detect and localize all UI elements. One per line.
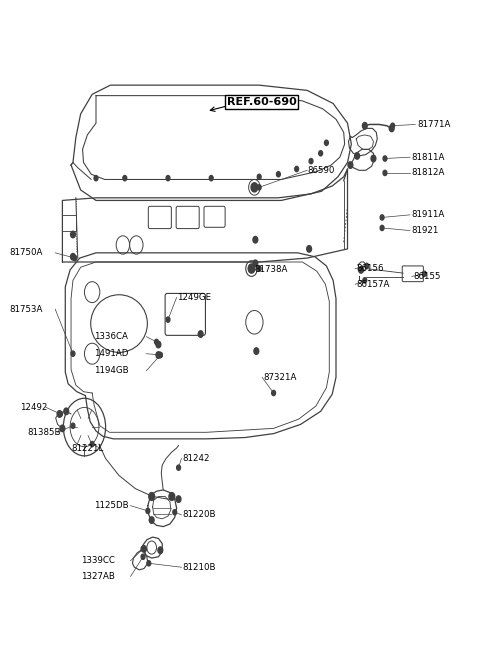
Text: 1249GE: 1249GE (177, 293, 211, 302)
Circle shape (64, 408, 69, 415)
Text: 81812A: 81812A (412, 168, 445, 178)
Circle shape (253, 260, 258, 267)
Circle shape (383, 156, 387, 161)
Circle shape (177, 465, 180, 470)
Circle shape (348, 162, 353, 168)
Circle shape (371, 155, 376, 162)
Circle shape (295, 166, 299, 172)
Circle shape (158, 352, 162, 358)
Circle shape (319, 151, 323, 156)
Circle shape (257, 185, 261, 190)
Circle shape (71, 423, 75, 428)
Circle shape (59, 411, 62, 417)
Circle shape (383, 170, 387, 176)
Circle shape (60, 425, 65, 432)
Circle shape (251, 183, 258, 192)
Text: 1339CC: 1339CC (81, 556, 115, 565)
Text: 81221L: 81221L (71, 443, 103, 453)
Text: 81385B: 81385B (28, 428, 61, 437)
Circle shape (359, 267, 363, 273)
Circle shape (254, 348, 259, 354)
Text: REF.60-690: REF.60-690 (227, 96, 297, 107)
Text: 86155: 86155 (414, 272, 441, 281)
Circle shape (309, 159, 313, 164)
Circle shape (173, 510, 177, 515)
Text: 81753A: 81753A (10, 305, 43, 314)
Circle shape (146, 508, 150, 514)
Circle shape (73, 255, 77, 261)
Text: 1327AB: 1327AB (81, 572, 115, 581)
Circle shape (169, 493, 175, 500)
Circle shape (147, 561, 151, 566)
Text: 1491AD: 1491AD (94, 349, 129, 358)
Text: 81921: 81921 (412, 226, 439, 235)
Circle shape (253, 236, 258, 243)
Circle shape (198, 331, 203, 337)
Circle shape (422, 271, 426, 276)
Text: 81738A: 81738A (254, 265, 288, 274)
Text: 1336CA: 1336CA (94, 332, 128, 341)
Circle shape (57, 411, 62, 417)
Circle shape (324, 140, 328, 145)
Text: 1125DB: 1125DB (94, 501, 129, 510)
Text: 81811A: 81811A (412, 153, 445, 162)
Circle shape (158, 547, 163, 553)
Circle shape (257, 266, 261, 271)
Text: 81911A: 81911A (412, 210, 445, 219)
Circle shape (149, 517, 154, 523)
Circle shape (272, 390, 276, 396)
Circle shape (141, 546, 145, 552)
Circle shape (209, 176, 213, 181)
Text: 1194GB: 1194GB (94, 366, 129, 375)
Text: 86157A: 86157A (356, 280, 390, 289)
Circle shape (355, 153, 360, 159)
Circle shape (94, 176, 98, 181)
Circle shape (380, 215, 384, 220)
Text: 81210B: 81210B (182, 563, 216, 572)
Circle shape (380, 225, 384, 231)
Circle shape (166, 317, 170, 322)
Circle shape (363, 278, 367, 283)
Circle shape (248, 264, 255, 273)
Text: 86156: 86156 (356, 264, 384, 273)
Text: 81220B: 81220B (182, 510, 216, 519)
Text: 81771A: 81771A (418, 120, 451, 129)
Circle shape (149, 493, 155, 500)
Circle shape (362, 122, 367, 129)
Circle shape (176, 496, 181, 502)
Circle shape (156, 341, 161, 348)
Circle shape (71, 231, 75, 238)
Circle shape (389, 125, 394, 132)
Circle shape (307, 246, 312, 252)
Circle shape (71, 351, 75, 356)
Text: 81242: 81242 (182, 454, 210, 463)
Circle shape (365, 263, 369, 269)
Circle shape (391, 123, 395, 128)
Circle shape (90, 441, 94, 447)
Circle shape (71, 253, 75, 260)
Circle shape (141, 554, 145, 559)
Circle shape (155, 339, 158, 345)
Circle shape (158, 352, 162, 358)
Text: 81750A: 81750A (10, 248, 43, 257)
Circle shape (166, 176, 170, 181)
Text: 86590: 86590 (307, 166, 335, 175)
Circle shape (257, 174, 261, 179)
Circle shape (123, 176, 127, 181)
Circle shape (142, 546, 146, 552)
Text: 12492: 12492 (20, 403, 48, 412)
Circle shape (156, 352, 161, 358)
Text: 87321A: 87321A (263, 373, 297, 382)
Circle shape (276, 172, 280, 177)
